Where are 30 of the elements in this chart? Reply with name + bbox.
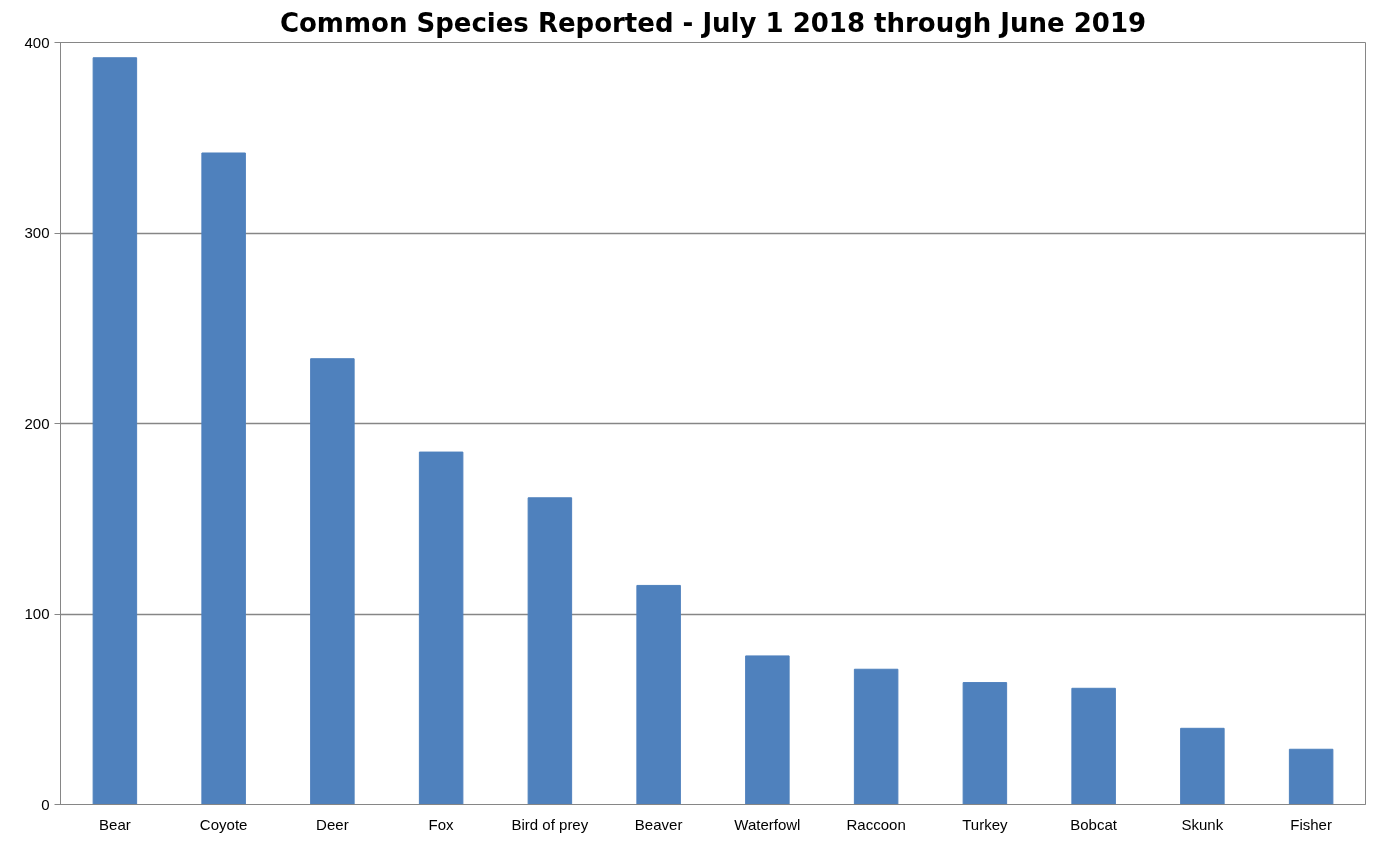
chart-title: Common Species Reported - July 1 2018 through June 2019 [279, 7, 1147, 38]
y-tick-label: 100 [24, 605, 50, 622]
y-tick-label: 300 [24, 224, 50, 241]
y-tick-label: 400 [24, 33, 50, 51]
bar [1180, 727, 1225, 805]
bar [418, 451, 464, 805]
bar [853, 668, 899, 805]
bar [1288, 748, 1334, 805]
bar [962, 682, 1008, 805]
y-tick-label: 0 [41, 795, 50, 813]
bar [745, 655, 790, 805]
x-tick-label: Bobcat [1070, 815, 1118, 833]
x-tick-label: Raccoon [846, 815, 906, 833]
bar [310, 358, 355, 805]
y-tick-label: 200 [24, 414, 50, 432]
x-tick-label: Fisher [1290, 815, 1332, 833]
x-tick-label: Waterfowl [734, 815, 801, 833]
bar [636, 584, 681, 805]
x-tick-label: Bird of prey [511, 815, 589, 833]
bar [92, 57, 138, 805]
x-tick-label: Coyote [199, 815, 248, 833]
bar [1071, 687, 1116, 805]
x-tick-label: Skunk [1181, 815, 1224, 833]
x-tick-label: Beaver [634, 815, 683, 833]
bar [527, 497, 573, 805]
x-tick-label: Bear [99, 815, 131, 833]
x-tick-label: Turkey [962, 815, 1009, 833]
x-tick-label: Deer [316, 815, 349, 833]
x-tick-label: Fox [428, 815, 455, 833]
bar [201, 152, 246, 805]
